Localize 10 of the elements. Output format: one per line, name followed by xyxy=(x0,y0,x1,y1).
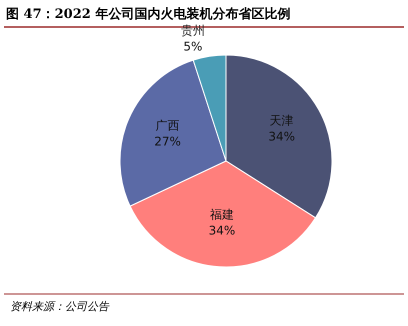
slice-label: 天津 xyxy=(270,113,294,128)
chart-title: 图 47：2022 年公司国内火电装机分布省区比例 xyxy=(6,7,290,22)
slice-label: 福建 xyxy=(210,207,234,222)
slice-label: 广西 xyxy=(156,118,180,133)
data-label: 34% xyxy=(268,129,296,144)
text: 资料来源：公司公告 xyxy=(10,300,110,313)
data-label: 27% xyxy=(154,134,181,149)
data-label: 34% xyxy=(208,223,236,238)
slice-label: 贵州 xyxy=(180,24,205,38)
data-label: 5% xyxy=(183,40,202,54)
